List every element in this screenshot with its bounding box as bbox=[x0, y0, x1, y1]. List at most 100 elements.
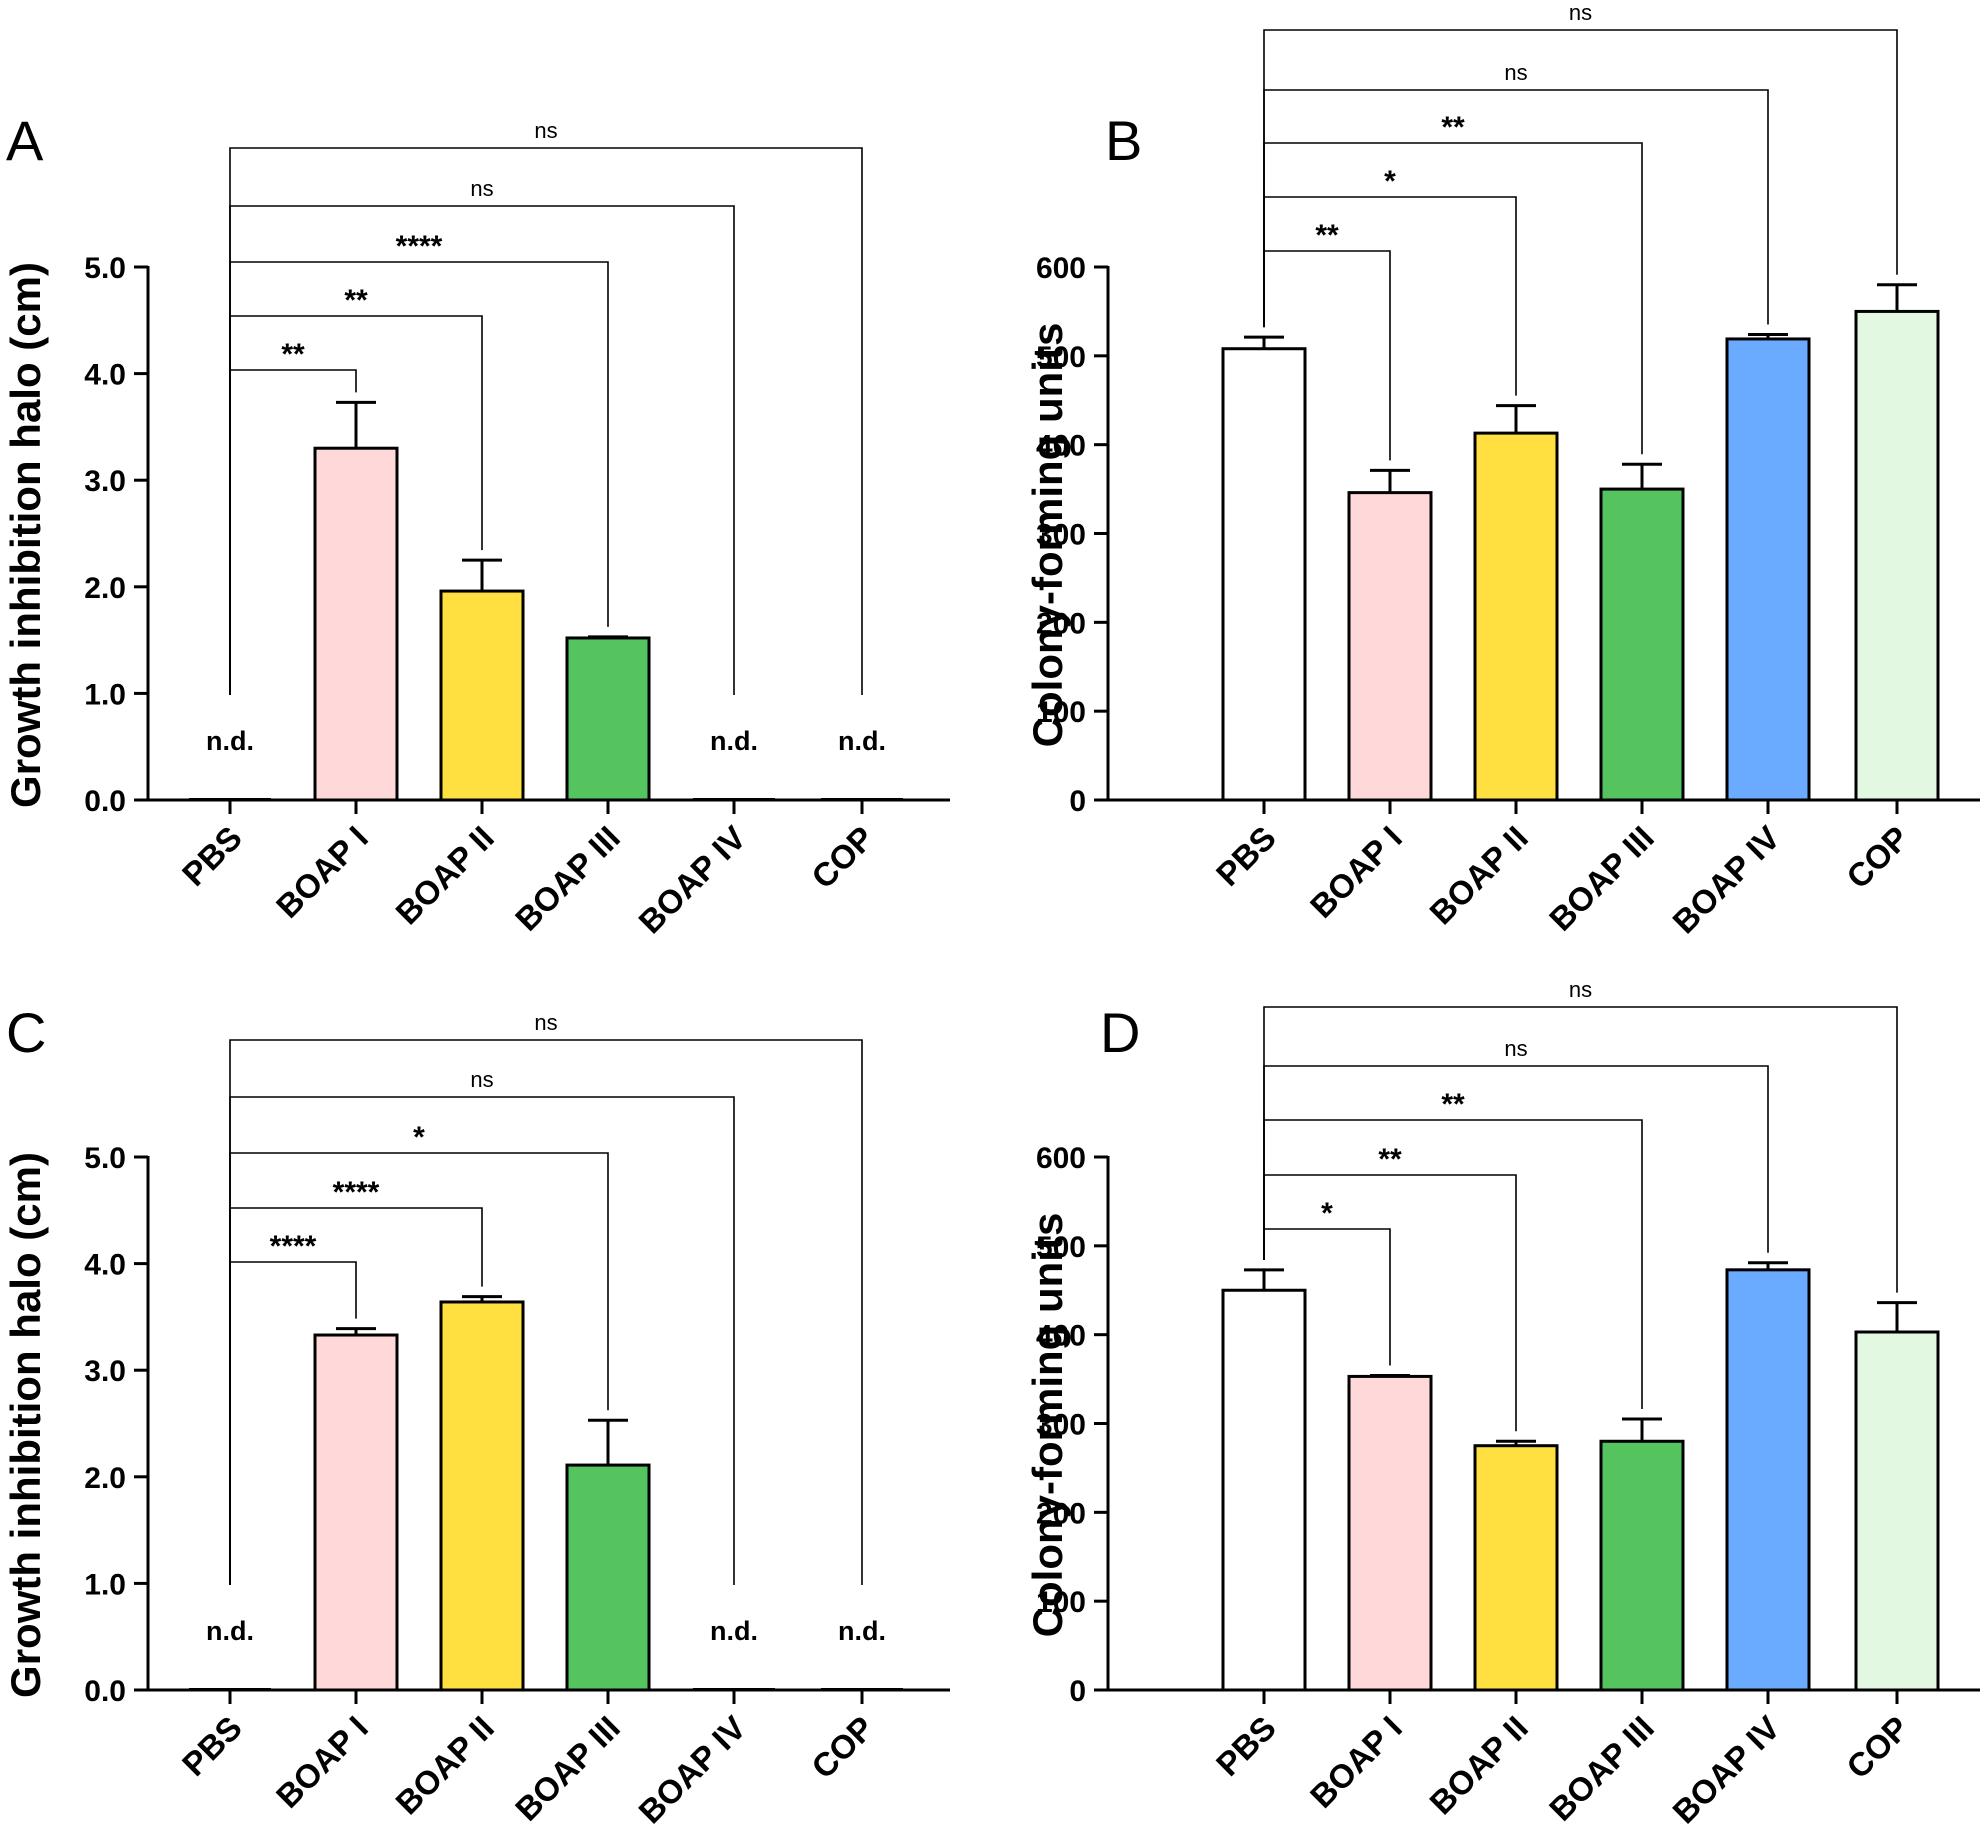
x-tick-label: COP bbox=[1839, 819, 1916, 896]
significance-label: ns bbox=[1504, 60, 1527, 85]
x-tick-label: PBS bbox=[1209, 1709, 1283, 1783]
significance-bracket bbox=[1263, 1119, 1643, 1410]
significance-bracket bbox=[1263, 29, 1898, 328]
bar-boap-i bbox=[1347, 491, 1433, 802]
significance-label: ns bbox=[534, 118, 557, 143]
x-tick-label: BOAP I bbox=[1303, 819, 1409, 925]
x-tick-label: COP bbox=[1839, 1709, 1916, 1786]
y-tick-label: 4.0 bbox=[84, 1249, 126, 1282]
x-tick-label: BOAP IV bbox=[1665, 819, 1787, 941]
bar-boap-ii bbox=[439, 1300, 525, 1692]
y-tick-label: 0 bbox=[1069, 785, 1086, 818]
x-tick-label: BOAP II bbox=[388, 1709, 501, 1822]
y-axis-label: Growth inhibition halo (cm) bbox=[2, 1152, 49, 1698]
x-tick-label: BOAP IV bbox=[631, 1709, 753, 1831]
y-axis-label: Colony-forming units bbox=[1024, 1213, 1071, 1638]
y-tick-label: 400 bbox=[1036, 1320, 1086, 1353]
significance-label: ** bbox=[1378, 1143, 1402, 1176]
significance-bracket bbox=[229, 1039, 863, 1585]
panel-b: B Colony-forming units 0 100 200 300 400 500 600… bbox=[1024, 0, 1980, 940]
y-tick-label: 3.0 bbox=[84, 465, 126, 498]
x-tick-label: BOAP III bbox=[508, 819, 627, 938]
y-tick-label: 500 bbox=[1036, 341, 1086, 374]
bar-pbs bbox=[1221, 1288, 1307, 1692]
bar-cop bbox=[1854, 1330, 1940, 1692]
significance-label: ns bbox=[1569, 0, 1592, 25]
panel-letter: D bbox=[1100, 1001, 1140, 1064]
bar-annotation: n.d. bbox=[838, 726, 886, 756]
bar-boap-i bbox=[1347, 1374, 1433, 1692]
x-tick-label: BOAP I bbox=[269, 1709, 375, 1815]
significance-label: **** bbox=[333, 1176, 380, 1209]
bar-boap-iii bbox=[1599, 487, 1685, 802]
x-tick-label: BOAP IV bbox=[1665, 1709, 1787, 1831]
bar-boap-iv bbox=[1725, 337, 1811, 802]
x-tick-label: PBS bbox=[1209, 819, 1283, 893]
bar-boap-iii bbox=[1599, 1439, 1685, 1692]
y-tick-label: 100 bbox=[1036, 1586, 1086, 1619]
panel-d: D Colony-forming units 0 100 200 300 400 500 600… bbox=[1024, 977, 1980, 1830]
y-tick-label: 400 bbox=[1036, 430, 1086, 463]
bar-boap-ii bbox=[1473, 431, 1559, 802]
y-tick-label: 5.0 bbox=[84, 252, 126, 285]
panel-c: C Growth inhibition halo (cm) 0.0 1.0 2.0 3.0… bbox=[2, 1001, 950, 1830]
bar-boap-iii bbox=[565, 1463, 651, 1692]
bar-boap-iv bbox=[1725, 1268, 1811, 1692]
significance-label: ns bbox=[534, 1010, 557, 1035]
significance-label: ns bbox=[1569, 977, 1592, 1002]
y-tick-label: 5.0 bbox=[84, 1142, 126, 1175]
bar-boap-iii bbox=[565, 636, 651, 802]
panel-letter: C bbox=[6, 1001, 46, 1064]
bar-cop bbox=[1854, 309, 1940, 802]
significance-bracket bbox=[1263, 1006, 1898, 1293]
y-tick-label: 2.0 bbox=[84, 572, 126, 605]
x-tick-label: BOAP III bbox=[1542, 1709, 1661, 1828]
bar-boap-i bbox=[313, 1333, 399, 1692]
significance-label: **** bbox=[396, 230, 443, 263]
significance-label: **** bbox=[270, 1230, 317, 1263]
bar-boap-ii bbox=[439, 589, 525, 802]
y-tick-label: 1.0 bbox=[84, 678, 126, 711]
significance-label: ** bbox=[1441, 111, 1465, 144]
x-tick-label: BOAP I bbox=[269, 819, 375, 925]
bar-annotation: n.d. bbox=[710, 1616, 758, 1646]
y-tick-label: 2.0 bbox=[84, 1462, 126, 1495]
y-tick-label: 200 bbox=[1036, 607, 1086, 640]
y-tick-label: 4.0 bbox=[84, 359, 126, 392]
significance-label: * bbox=[1321, 1197, 1333, 1230]
x-tick-label: BOAP III bbox=[1542, 819, 1661, 938]
y-tick-label: 100 bbox=[1036, 696, 1086, 729]
x-tick-label: BOAP I bbox=[1303, 1709, 1409, 1815]
bar-boap-ii bbox=[1473, 1444, 1559, 1692]
significance-label: ns bbox=[470, 1067, 493, 1092]
x-tick-label: COP bbox=[804, 819, 881, 896]
bar-boap-i bbox=[313, 446, 399, 802]
significance-bracket bbox=[1263, 142, 1643, 455]
y-tick-label: 0 bbox=[1069, 1675, 1086, 1708]
y-tick-label: 300 bbox=[1036, 1409, 1086, 1442]
x-tick-label: BOAP IV bbox=[631, 819, 753, 941]
panel-letter: B bbox=[1105, 109, 1142, 172]
bar-annotation: n.d. bbox=[710, 726, 758, 756]
y-tick-label: 0.0 bbox=[84, 785, 126, 818]
bar-annotation: n.d. bbox=[206, 1616, 254, 1646]
significance-label: ns bbox=[1504, 1036, 1527, 1061]
panel-letter: A bbox=[6, 109, 44, 172]
x-tick-label: PBS bbox=[175, 1709, 249, 1783]
x-tick-label: BOAP II bbox=[1422, 1709, 1535, 1822]
panel-a: A Growth inhibition halo (cm) 0.0 1.0 2.0 3.0… bbox=[2, 109, 950, 940]
significance-label: ** bbox=[281, 338, 305, 371]
y-tick-label: 0.0 bbox=[84, 1675, 126, 1708]
x-tick-label: COP bbox=[804, 1709, 881, 1786]
significance-bracket bbox=[229, 261, 609, 695]
y-tick-label: 500 bbox=[1036, 1231, 1086, 1264]
y-tick-label: 300 bbox=[1036, 519, 1086, 552]
bar-annotation: n.d. bbox=[206, 726, 254, 756]
y-tick-label: 600 bbox=[1036, 252, 1086, 285]
x-tick-label: PBS bbox=[175, 819, 249, 893]
significance-bracket bbox=[229, 1152, 609, 1585]
significance-bracket bbox=[229, 147, 863, 695]
significance-label: ** bbox=[1315, 219, 1339, 252]
significance-label: * bbox=[413, 1121, 425, 1154]
